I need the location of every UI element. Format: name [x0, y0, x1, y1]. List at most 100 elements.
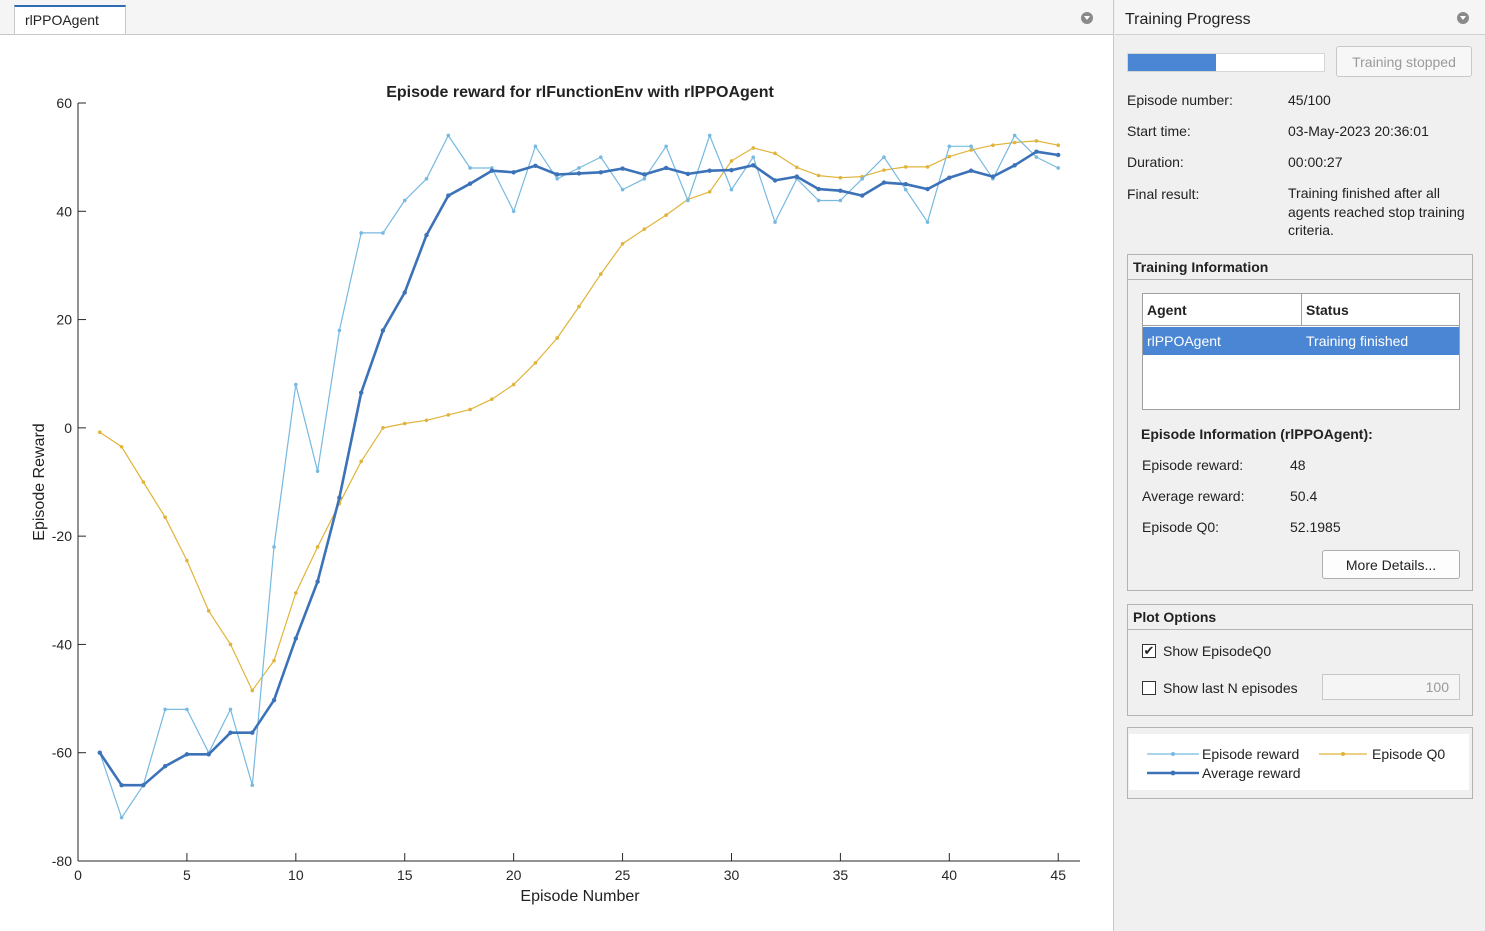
- episode-reward-point: [969, 144, 973, 149]
- episode-q0-point: [119, 445, 124, 449]
- episode-reward-point: [882, 155, 886, 159]
- show-last-n-label: Show last N episodes: [1163, 680, 1298, 696]
- episode-q0-point: [490, 397, 494, 401]
- x-tick-label: 0: [74, 867, 82, 883]
- average-reward-point: [990, 174, 996, 179]
- legend-average-reward-marker: [1170, 770, 1176, 776]
- document-tabstrip: rlPPOAgent: [0, 0, 1113, 35]
- episode-q0-label: Episode Q0:: [1142, 519, 1220, 535]
- y-tick-label: 0: [64, 420, 72, 436]
- episode-reward-point: [729, 187, 734, 192]
- episode-reward-label: Episode reward:: [1142, 457, 1244, 473]
- average-reward-point: [925, 186, 930, 192]
- x-tick-label: 35: [833, 867, 849, 883]
- legend-episode-q0-label: Episode Q0: [1372, 746, 1446, 762]
- average-reward-point: [794, 174, 800, 179]
- legend-episode-reward-marker: [1171, 752, 1175, 756]
- y-tick-label: 60: [56, 95, 72, 111]
- training-progress-header: Training Progress: [1115, 0, 1485, 35]
- final-result-value: Training finished after all agents reach…: [1288, 185, 1465, 238]
- average-reward-point: [838, 188, 843, 193]
- chart-axes: 0 5 10 15 20 25 30 35 40 45 -80 -60 -40 -20 0 20 40 60: [52, 95, 1080, 883]
- episode-reward-point: [163, 707, 167, 712]
- y-tick-label: 20: [56, 312, 72, 328]
- episode-reward-point: [577, 166, 581, 170]
- average-reward-point: [424, 232, 429, 238]
- average-reward-point: [511, 170, 516, 175]
- status-cell: Training finished: [1306, 333, 1409, 349]
- average-reward-point: [881, 180, 887, 185]
- average-reward-point: [206, 752, 211, 757]
- training-stopped-button[interactable]: Training stopped: [1336, 46, 1472, 77]
- episode-reward-point: [816, 198, 821, 203]
- panel-menu-icon[interactable]: [1457, 12, 1469, 24]
- y-tick-label: -20: [52, 528, 72, 544]
- episode-q0-point: [577, 304, 581, 309]
- average-reward-point: [968, 168, 974, 173]
- plot-pane: rlPPOAgent Episode reward for rlFunction…: [0, 0, 1114, 931]
- episode-reward-point: [468, 166, 472, 170]
- table-row[interactable]: rlPPOAgent Training finished: [1143, 327, 1459, 355]
- episode-reward-point: [686, 198, 690, 203]
- episode-q0-point: [969, 148, 973, 152]
- y-axis-label: Episode Reward: [31, 423, 48, 540]
- agent-status-table: Agent Status rlPPOAgent Training finishe…: [1142, 293, 1460, 410]
- average-reward-point: [293, 636, 299, 641]
- episode-q0-point: [838, 175, 843, 180]
- episode-reward-point: [947, 144, 952, 149]
- agent-column-header[interactable]: Agent: [1143, 294, 1302, 326]
- episode-q0-point: [185, 558, 189, 563]
- episode-q0-point: [315, 545, 320, 549]
- status-column-header[interactable]: Status: [1302, 294, 1459, 326]
- episode-reward-point: [598, 155, 603, 159]
- episode-reward-point: [533, 144, 538, 149]
- final-result-label: Final result:: [1127, 186, 1200, 202]
- episode-q0-point: [882, 168, 886, 172]
- x-tick-label: 20: [506, 867, 522, 883]
- episode-q0-point: [729, 159, 734, 163]
- average-reward-point: [184, 752, 190, 757]
- episode-reward-point: [707, 133, 712, 138]
- episode-reward-point: [402, 198, 407, 203]
- average-reward-point: [97, 750, 102, 755]
- episode-reward-point: [294, 382, 298, 387]
- episode-reward-point: [272, 545, 276, 549]
- average-reward-value: 50.4: [1290, 488, 1318, 504]
- average-reward-point: [707, 168, 712, 173]
- episode-q0-point: [206, 609, 211, 613]
- average-reward-point: [1034, 149, 1039, 154]
- average-reward-point: [119, 783, 124, 788]
- episode-q0-point: [707, 189, 712, 194]
- average-reward-point: [315, 579, 320, 584]
- episode-q0-point: [446, 413, 451, 417]
- legend-swatches: [1147, 752, 1367, 776]
- episode-q0-point: [272, 658, 276, 663]
- show-last-n-checkbox[interactable]: [1142, 681, 1156, 695]
- pane-menu-icon[interactable]: [1081, 12, 1093, 24]
- episode-reward-point: [642, 177, 647, 181]
- average-reward-point: [903, 182, 908, 187]
- average-reward-point: [271, 697, 277, 703]
- training-information-title: Training Information: [1128, 255, 1472, 280]
- episode-q0-point: [991, 143, 995, 148]
- average-reward-point: [446, 193, 451, 198]
- average-reward-point: [380, 328, 386, 333]
- average-reward-point: [228, 730, 233, 735]
- episode-q0-point: [795, 165, 799, 170]
- legend-average-reward-label: Average reward: [1202, 765, 1301, 781]
- episode-number-value: 45/100: [1288, 92, 1331, 108]
- last-n-episodes-input[interactable]: [1322, 674, 1460, 700]
- episode-reward-point: [1056, 166, 1061, 170]
- average-reward-point: [467, 181, 473, 186]
- episode-information-title: Episode Information (rlPPOAgent):: [1141, 426, 1373, 442]
- average-reward-point: [947, 175, 952, 180]
- training-progress-bar: [1127, 53, 1325, 72]
- plot-options-group: Plot Options ✔ Show EpisodeQ0 Show last …: [1127, 604, 1473, 716]
- episode-reward-point: [925, 220, 930, 224]
- average-reward-point: [250, 730, 255, 735]
- tab-rlppoagent[interactable]: rlPPOAgent: [14, 5, 126, 34]
- episode-q0-point: [359, 459, 363, 464]
- show-episodeq0-checkbox[interactable]: ✔: [1142, 643, 1156, 658]
- more-details-button[interactable]: More Details...: [1322, 550, 1460, 579]
- y-tick-label: -40: [52, 636, 72, 652]
